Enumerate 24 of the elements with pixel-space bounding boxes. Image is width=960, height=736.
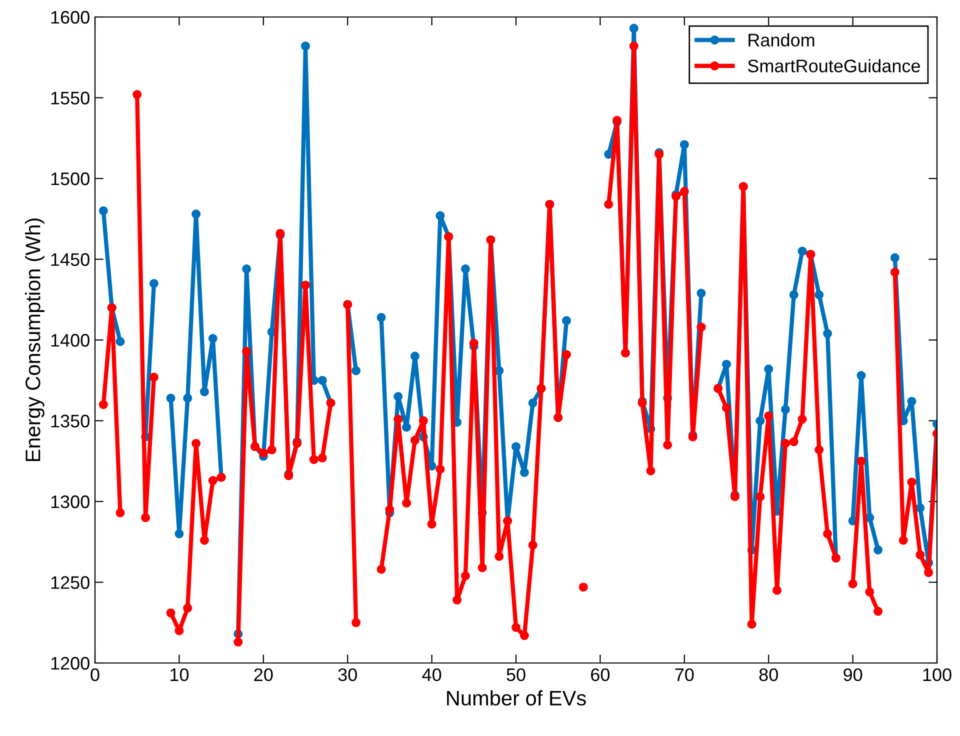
x-tick-label: 30: [338, 668, 357, 682]
x-tick-label: 90: [844, 668, 862, 682]
x-tick-label: 40: [422, 668, 442, 682]
x-tick-label: 50: [506, 668, 526, 682]
legend-label: SmartRouteGuidance: [748, 59, 920, 72]
x-axis-title: Number of EVs: [447, 690, 586, 706]
x-tick-label: 10: [170, 668, 189, 682]
x-tick-label: 60: [591, 668, 610, 682]
x-tick-label: 20: [254, 668, 273, 682]
legend-label: Random: [748, 33, 814, 47]
y-tick-label: 1450: [51, 253, 90, 266]
y-tick-label: 1600: [51, 10, 90, 24]
x-tick-label: 70: [675, 668, 694, 682]
y-tick-label: 1200: [51, 656, 90, 670]
y-tick-label: 1400: [51, 334, 90, 347]
y-tick-label: 1500: [51, 172, 90, 186]
x-tick-label: 80: [759, 668, 778, 682]
y-axis-title: Energy Consumption (Wh): [25, 218, 44, 462]
y-tick-label: 1350: [51, 414, 90, 428]
x-tick-label: 0: [90, 668, 100, 682]
y-tick-label: 1300: [51, 495, 90, 508]
y-tick-label: 1550: [51, 92, 90, 104]
x-tick-label: 100: [923, 668, 952, 682]
y-tick-label: 1250: [51, 576, 90, 589]
